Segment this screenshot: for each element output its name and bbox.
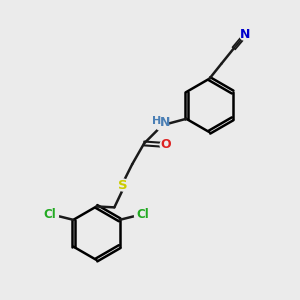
Text: S: S	[118, 178, 128, 192]
Circle shape	[160, 140, 171, 150]
Circle shape	[155, 118, 168, 131]
Circle shape	[117, 179, 129, 191]
Circle shape	[134, 208, 149, 223]
Circle shape	[240, 30, 250, 40]
Circle shape	[44, 208, 59, 223]
Text: N: N	[160, 116, 170, 129]
Text: O: O	[160, 138, 171, 152]
Text: Cl: Cl	[136, 208, 149, 221]
Text: Cl: Cl	[43, 208, 56, 221]
Text: H: H	[152, 116, 161, 126]
Text: N: N	[240, 28, 250, 41]
